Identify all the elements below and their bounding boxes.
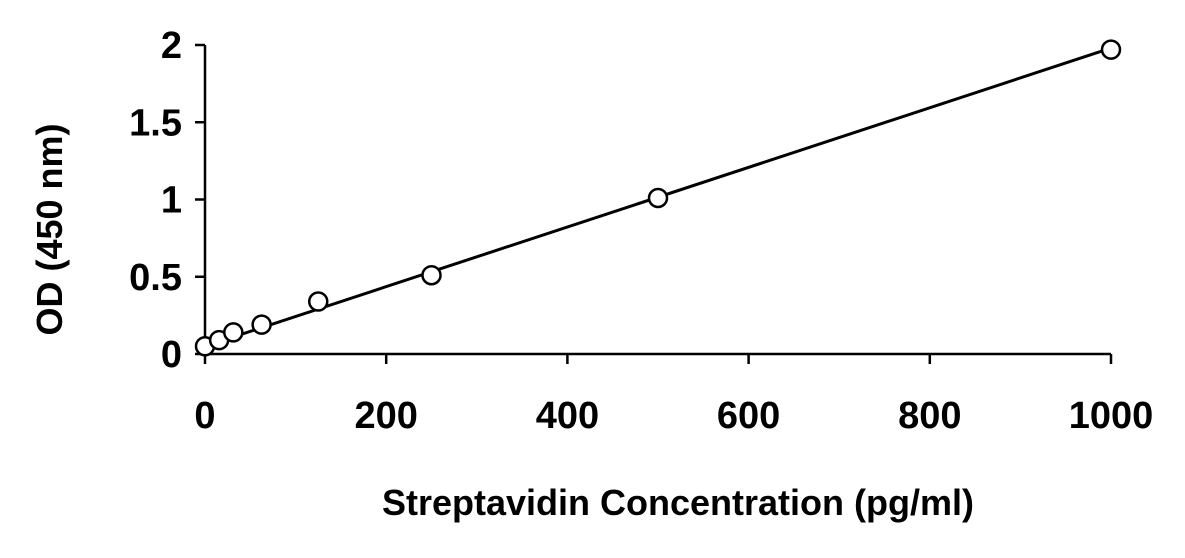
data-point [1100,39,1122,60]
y-tick-label: 0.5 [129,257,182,299]
y-tick-label: 0 [161,334,182,376]
x-ticks: 0 200 400 600 800 1000 [194,354,1153,437]
y-tick-label: 1.5 [129,102,182,144]
y-tick-label: 1 [161,180,182,222]
data-point [647,187,669,209]
data-point [308,291,329,312]
x-tick-label: 1000 [1069,395,1154,437]
x-tick-label: 800 [898,395,961,437]
data-point [223,322,244,343]
y-axis-title: OD (450 nm) [29,123,70,335]
x-tick-label: 200 [354,395,417,437]
data-point [421,264,442,286]
data-points [194,39,1122,357]
x-tick-label: 600 [717,395,780,437]
x-axis-title: Streptavidin Concentration (pg/ml) [382,482,974,523]
y-tick-label: 2 [161,25,182,67]
data-point [251,314,272,335]
x-tick-label: 400 [536,395,599,437]
y-ticks: 0 0.5 1 1.5 2 [129,25,205,376]
x-tick-label: 0 [194,395,215,437]
